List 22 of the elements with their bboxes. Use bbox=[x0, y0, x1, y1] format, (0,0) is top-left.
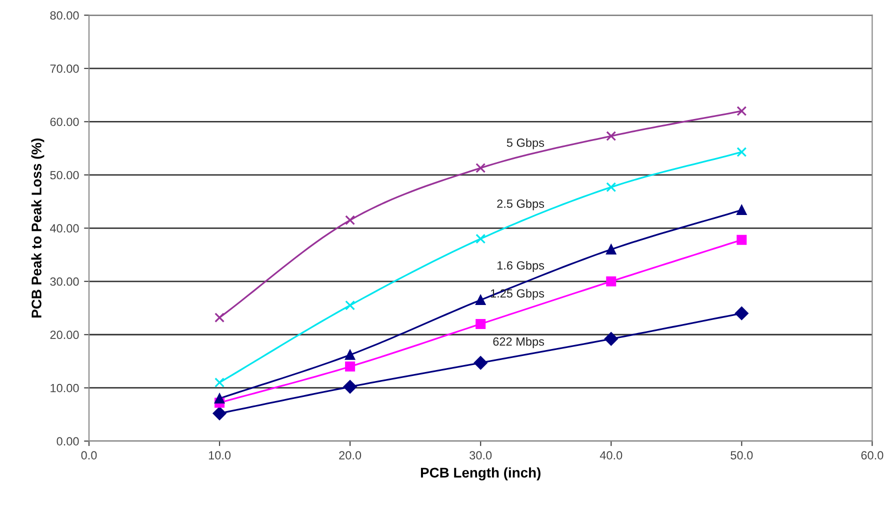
x-tick-label: 10.0 bbox=[208, 451, 231, 460]
y-tick-label: 70.00 bbox=[50, 64, 79, 73]
y-axis-title: PCB Peak to Peak Loss (%) bbox=[31, 138, 44, 318]
y-tick-label: 20.00 bbox=[50, 330, 79, 340]
x-tick-label: 0.0 bbox=[81, 451, 97, 460]
x-axis-title: PCB Length (inch) bbox=[420, 467, 540, 480]
series-label: 5 Gbps bbox=[506, 138, 544, 150]
series-label: 1.6 Gbps bbox=[497, 260, 544, 272]
y-tick-label: 0.00 bbox=[56, 437, 79, 446]
y-tick-label: 10.00 bbox=[50, 384, 79, 392]
y-tick-label: 80.00 bbox=[50, 11, 79, 20]
x-tick-label: 30.0 bbox=[470, 451, 492, 460]
x-tick-label: 20.0 bbox=[339, 451, 362, 460]
series-label: 2.5 Gbps bbox=[497, 199, 544, 210]
series-label: 622 Mbps bbox=[493, 337, 544, 348]
y-tick-label: 60.00 bbox=[50, 118, 79, 126]
x-tick-label: 40.0 bbox=[600, 451, 622, 460]
y-tick-label: 50.00 bbox=[50, 170, 79, 180]
x-tick-label: 60.0 bbox=[861, 451, 884, 460]
y-tick-label: 30.00 bbox=[50, 277, 79, 286]
x-tick-label: 50.0 bbox=[730, 451, 753, 460]
y-tick-label: 40.00 bbox=[50, 224, 79, 233]
